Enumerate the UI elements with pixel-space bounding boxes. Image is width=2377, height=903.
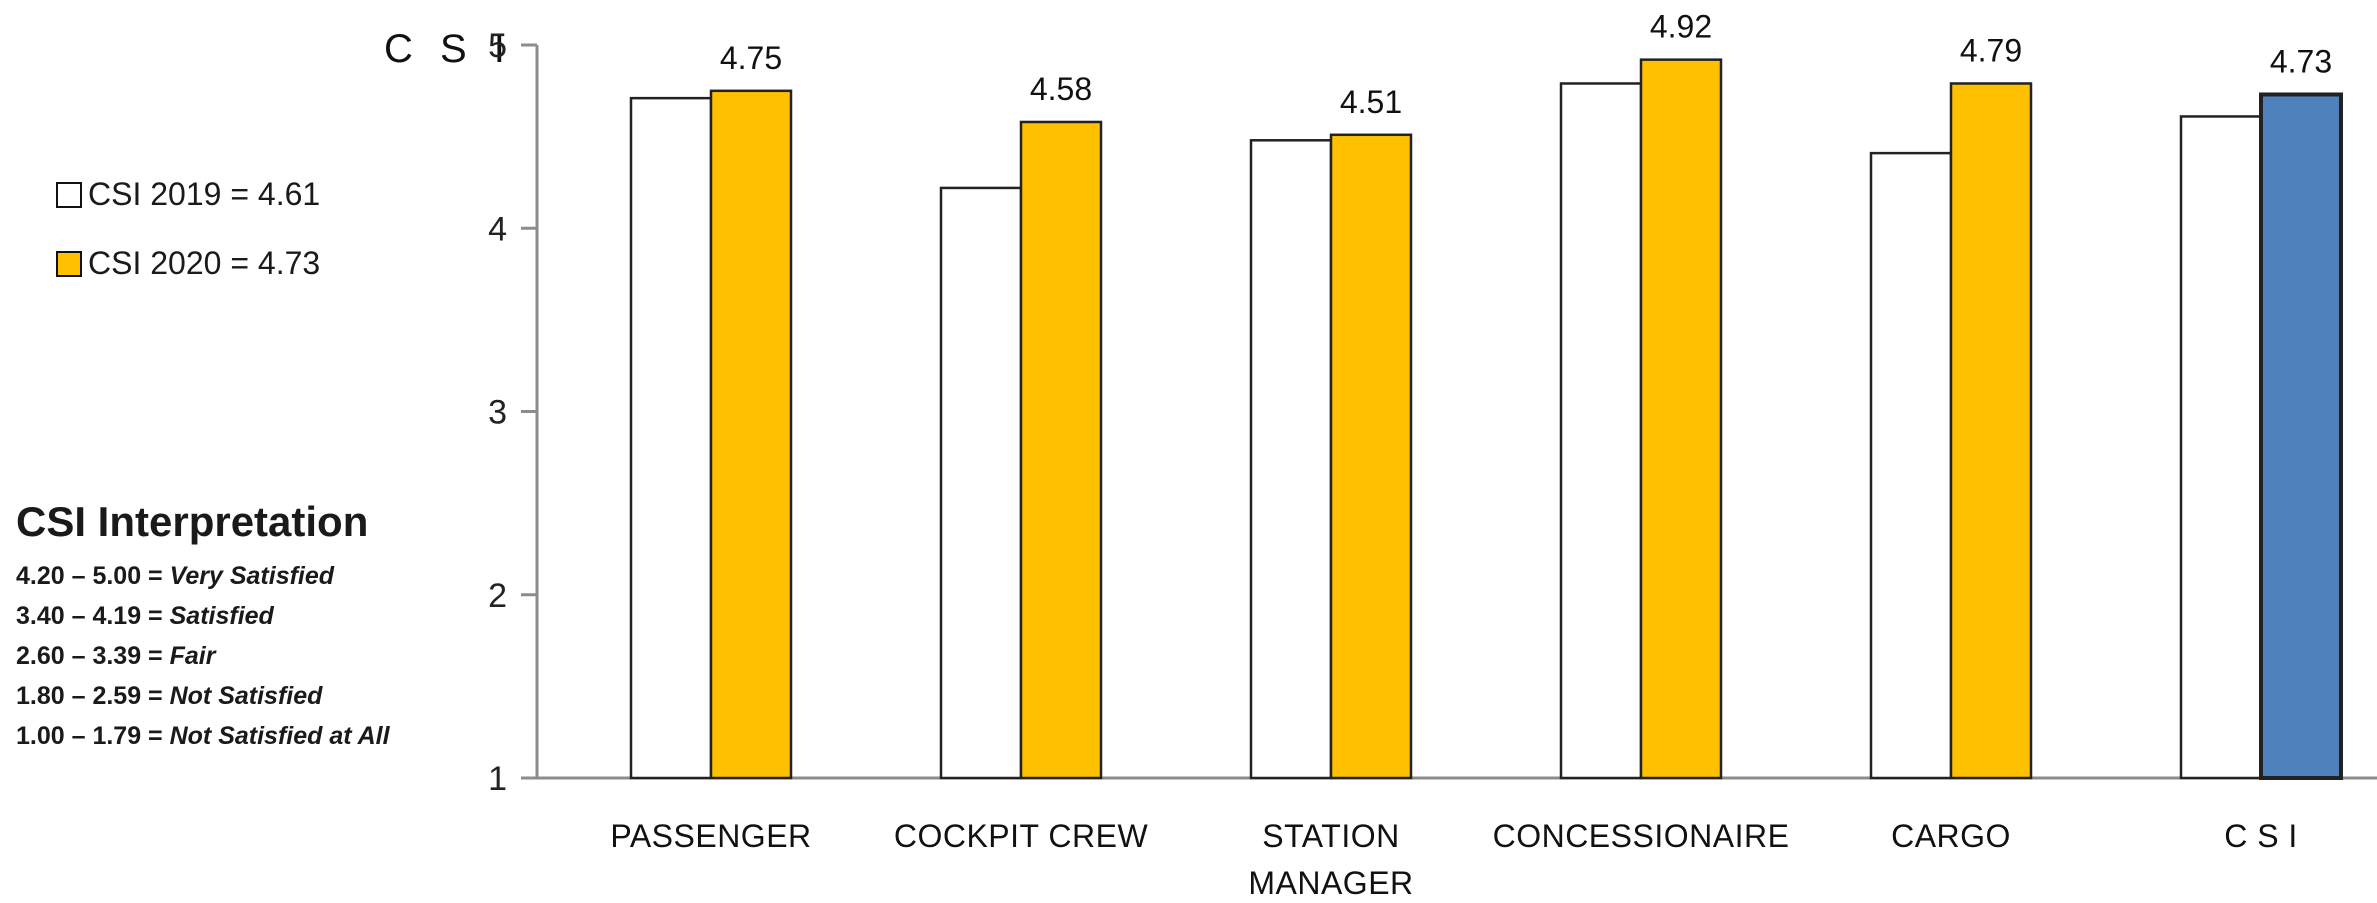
y-tick-label: 1 (488, 760, 507, 798)
interpretation-title: CSI Interpretation (16, 498, 369, 545)
legend-swatch-2019 (56, 181, 82, 208)
bar-2019 (939, 186, 1023, 780)
y-tick-label: 4 (488, 210, 507, 248)
data-labels: 4.75 4.58 4.51 4.92 4.79 4.73 (720, 9, 2332, 120)
category-label: PASSENGER (610, 818, 811, 854)
interpretation-row: 1.00 – 1.79 = Not Satisfied at All (16, 722, 390, 750)
bar-2020 (1329, 133, 1413, 780)
bar-2019 (1559, 82, 1643, 780)
bar-2020 (709, 89, 793, 780)
interpretation-row: 4.20 – 5.00 = Very Satisfied (16, 562, 335, 590)
data-label: 4.92 (1650, 9, 1712, 45)
bar-2020 (1639, 58, 1723, 780)
category-labels: PASSENGER COCKPIT CREW STATION MANAGER CONCE… (610, 818, 2297, 901)
data-label: 4.73 (2270, 43, 2332, 79)
data-label: 4.58 (1030, 71, 1092, 107)
category-label: C S I (2224, 818, 2298, 854)
legend-item-2020: CSI 2020 = 4.73 (56, 245, 320, 282)
interpretation-row: 1.80 – 2.59 = Not Satisfied (16, 682, 323, 710)
interpretation-row: 2.60 – 3.39 = Fair (16, 642, 216, 670)
category-label: CARGO (1891, 818, 2011, 854)
bar-2019 (2179, 115, 2263, 780)
bars (629, 58, 2343, 781)
bar-2020 (2259, 92, 2343, 781)
bar-2019 (629, 96, 713, 780)
category-label: MANAGER (1248, 865, 1413, 901)
legend-swatch-2020 (56, 250, 82, 277)
axes: 1 2 3 4 5 (488, 27, 2377, 798)
csi-interpretation: CSI Interpretation 4.20 – 5.00 = Very Sa… (16, 498, 390, 756)
bar-2020 (1019, 120, 1103, 780)
bar-2019 (1869, 151, 1953, 780)
category-label: COCKPIT CREW (894, 818, 1149, 854)
y-tick-label: 5 (488, 27, 507, 65)
category-label: STATION (1262, 818, 1399, 854)
y-tick-label: 3 (488, 394, 507, 432)
data-label: 4.79 (1960, 32, 2022, 68)
bar-2020 (1949, 82, 2033, 780)
legend-item-2019: CSI 2019 = 4.61 (56, 176, 320, 213)
category-label: CONCESSIONAIRE (1493, 818, 1790, 854)
legend-label-2019: CSI 2019 = 4.61 (88, 176, 321, 212)
bar-2019 (1249, 139, 1333, 780)
data-label: 4.51 (1340, 84, 1402, 120)
y-tick-label: 2 (488, 577, 507, 615)
data-label: 4.75 (720, 40, 782, 76)
y-axis-label: C S I (384, 27, 513, 71)
interpretation-row: 3.40 – 4.19 = Satisfied (16, 602, 274, 630)
legend-label-2020: CSI 2020 = 4.73 (88, 245, 321, 281)
